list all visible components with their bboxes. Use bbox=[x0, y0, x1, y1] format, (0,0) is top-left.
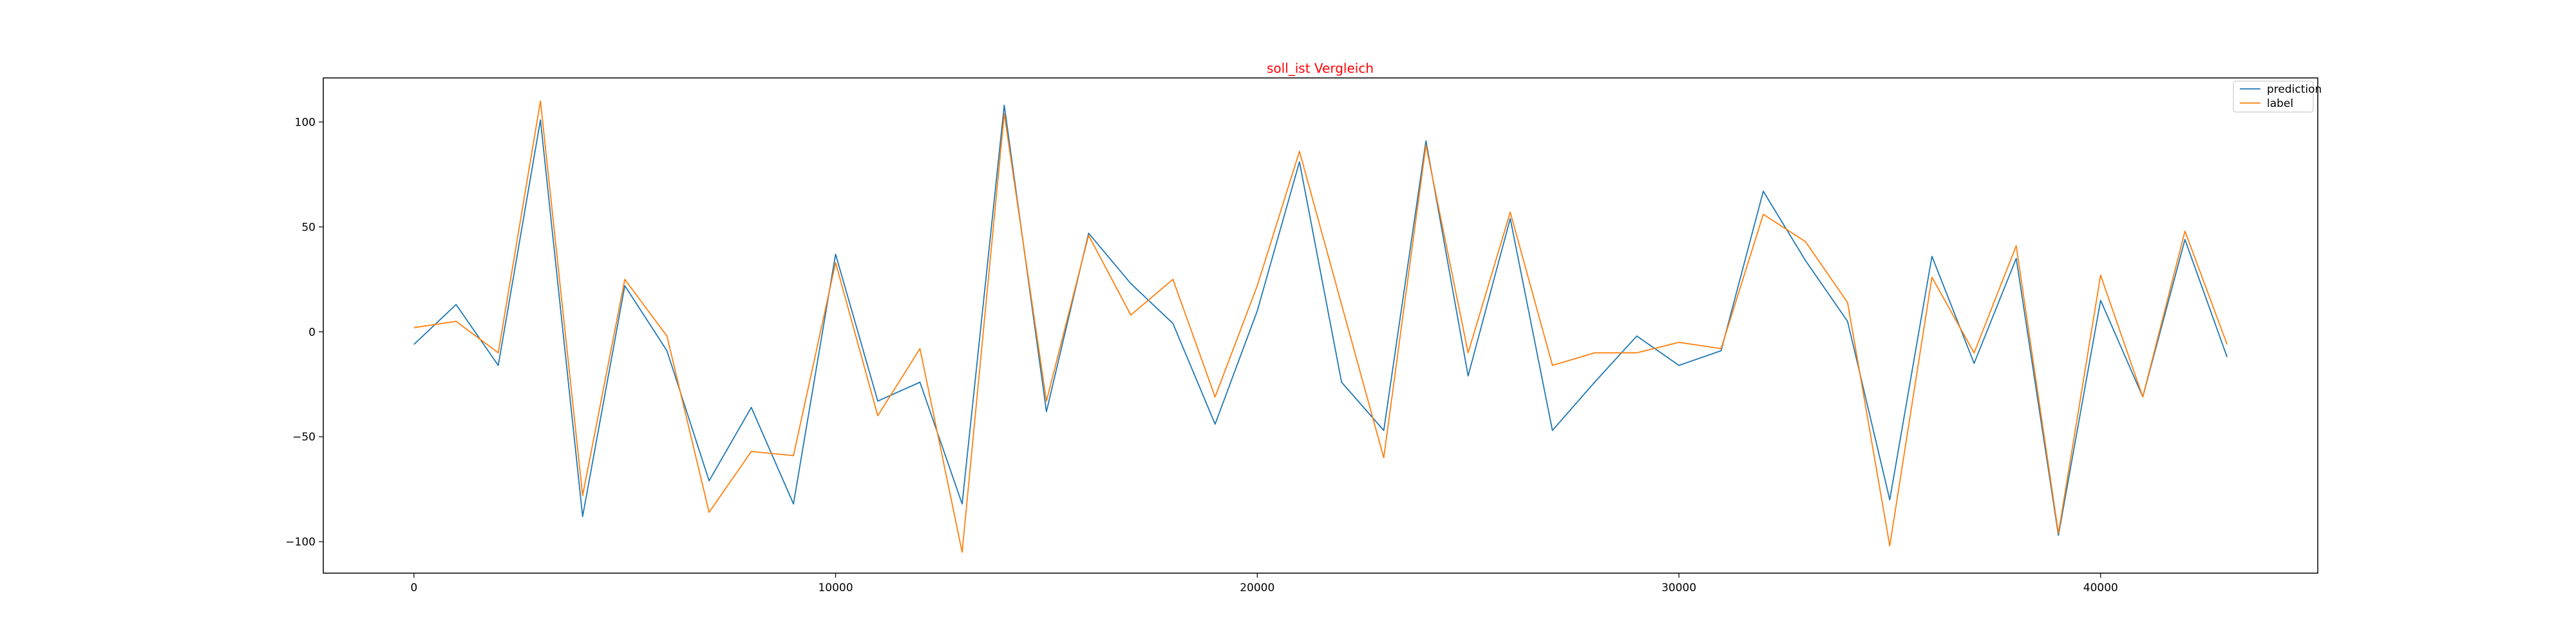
x-tick-label: 30000 bbox=[1662, 582, 1696, 594]
legend-label-prediction: prediction bbox=[2267, 83, 2322, 96]
y-tick-label: −100 bbox=[285, 536, 316, 549]
legend: prediction label bbox=[2233, 80, 2322, 113]
y-axis: −100 −50 0 50 100 bbox=[285, 116, 323, 549]
y-tick-label: 50 bbox=[301, 221, 316, 234]
plot-lines bbox=[413, 100, 2228, 553]
x-tick-label: 20000 bbox=[1240, 582, 1274, 594]
legend-label-label: label bbox=[2267, 97, 2293, 110]
y-tick-label: −50 bbox=[292, 431, 316, 444]
x-tick-label: 40000 bbox=[2083, 582, 2118, 594]
x-tick-label: 0 bbox=[410, 582, 417, 594]
chart-title: soll_ist Vergleich bbox=[1267, 61, 1374, 76]
series-line-label bbox=[413, 100, 2228, 553]
plot-frame bbox=[323, 77, 2318, 574]
x-tick-label: 10000 bbox=[818, 582, 853, 594]
y-tick-label: 100 bbox=[295, 116, 316, 129]
x-axis: 0 10000 20000 30000 40000 bbox=[410, 573, 2118, 594]
y-tick-label: 0 bbox=[308, 326, 316, 339]
series-line-prediction bbox=[413, 104, 2228, 536]
